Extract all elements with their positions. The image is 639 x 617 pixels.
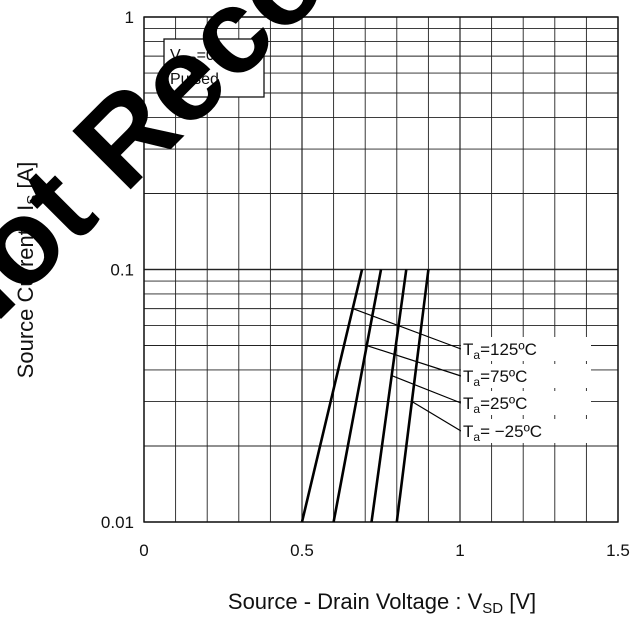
watermark: Not Recommended for New Designs [0,0,639,378]
leader-line [392,376,461,403]
y-tick-label: 1 [125,8,134,27]
series-label: Ta=75ºC [463,367,527,389]
y-tick-label: 0.1 [110,261,134,280]
y-tick-label: 0.01 [101,513,134,532]
series-line [334,270,381,523]
x-tick-label: 1.5 [606,541,630,560]
x-tick-label: 0.5 [290,541,314,560]
series-line [302,270,362,523]
x-tick-label: 0 [139,541,148,560]
leader-line [412,402,461,431]
x-tick-label: 1 [455,541,464,560]
leader-line [367,346,461,376]
x-tick-labels: 0 0.5 1 1.5 [139,541,630,560]
series-label: Ta=25ºC [463,394,527,416]
x-axis-title: Source - Drain Voltage : VSD [V] [228,589,536,617]
watermark-text: Not Recommended for New Designs [0,0,639,378]
